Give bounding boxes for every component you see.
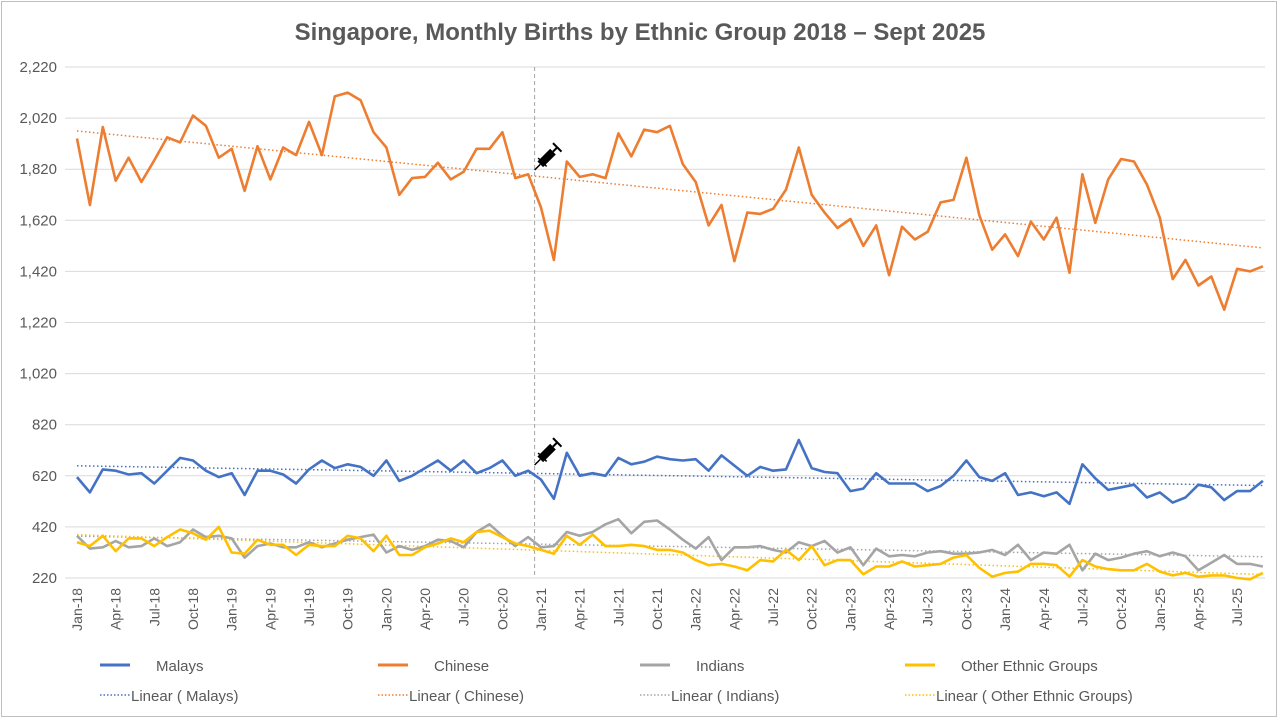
series-lines: [75, 91, 1264, 581]
x-tick-label: Apr-22: [726, 588, 742, 630]
y-tick-label: 1,220: [19, 315, 57, 332]
x-tick-label: Oct-19: [340, 588, 356, 630]
x-tick-label: Jan-18: [69, 588, 85, 631]
legend-label: Other Ethnic Groups: [961, 658, 1098, 675]
y-tick-label: 1,020: [19, 366, 57, 383]
x-tick-label: Jul-19: [301, 588, 317, 626]
x-tick-label: Apr-18: [108, 588, 124, 630]
x-tick-label: Jan-24: [997, 588, 1013, 631]
x-tick-label: Oct-20: [494, 588, 510, 630]
chart-title: Singapore, Monthly Births by Ethnic Grou…: [295, 19, 986, 46]
x-tick-label: Jan-19: [224, 588, 240, 631]
x-tick-label: Jul-20: [456, 588, 472, 626]
vaccine-marker: [534, 67, 563, 578]
x-tick-label: Apr-20: [417, 588, 433, 630]
x-tick-label: Jan-23: [842, 588, 858, 631]
gridlines: [65, 66, 1265, 579]
syringe-icon: [534, 437, 563, 466]
x-tick-label: Jan-20: [378, 588, 394, 631]
x-tick-label: Jul-22: [765, 588, 781, 626]
legend-trend-label: Linear ( Indians): [671, 688, 779, 705]
series-line-malays: [76, 438, 1264, 506]
x-tick-label: Jan-25: [1152, 588, 1168, 631]
x-tick-label: Apr-19: [262, 588, 278, 630]
x-tick-label: Oct-23: [958, 588, 974, 630]
legend-trend-label: Linear ( Other Ethnic Groups): [936, 688, 1133, 705]
x-tick-label: Apr-24: [1036, 588, 1052, 630]
y-tick-label: 2,020: [19, 110, 57, 127]
syringe-icon: [534, 142, 563, 171]
x-tick-label: Jul-18: [146, 588, 162, 626]
x-tick-label: Oct-22: [804, 588, 820, 630]
y-tick-label: 820: [32, 417, 57, 434]
series-line-other-ethnic-groups: [76, 525, 1264, 581]
trendline-indians: [76, 535, 1263, 558]
x-tick-label: Jul-23: [920, 588, 936, 626]
trendline-other-ethnic-groups: [76, 533, 1263, 576]
legend-label: Malays: [156, 658, 204, 675]
y-tick-label: 220: [32, 570, 57, 587]
x-tick-label: Oct-21: [649, 588, 665, 630]
x-tick-label: Oct-24: [1113, 588, 1129, 630]
series-line-chinese: [75, 91, 1264, 312]
legend-trend-label: Linear ( Chinese): [409, 688, 524, 705]
x-tick-label: Apr-23: [881, 588, 897, 630]
legend-trend-label: Linear ( Malays): [131, 688, 239, 705]
x-tick-label: Jan-22: [688, 588, 704, 631]
x-tick-label: Oct-18: [185, 588, 201, 630]
legend-label: Indians: [696, 658, 744, 675]
y-tick-label: 420: [32, 519, 57, 536]
x-tick-label: Apr-25: [1190, 588, 1206, 630]
y-tick-label: 620: [32, 468, 57, 485]
x-tick-label: Apr-21: [572, 588, 588, 630]
x-tick-label: Jul-25: [1229, 588, 1245, 626]
x-tick-label: Jul-24: [1074, 588, 1090, 626]
y-tick-label: 2,220: [19, 59, 57, 76]
legend-label: Chinese: [434, 658, 489, 675]
trendline-chinese: [76, 130, 1263, 249]
trendlines: [76, 130, 1263, 576]
trendline-malays: [76, 465, 1263, 487]
y-tick-label: 1,820: [19, 161, 57, 178]
x-tick-label: Jul-21: [610, 588, 626, 626]
legend: Malays Linear ( Malays) Chinese Linear ( Ch…: [100, 658, 1133, 705]
x-tick-label: Jan-21: [533, 588, 549, 631]
y-axis-labels: 220 420 620 820 1,020 1,220 1,420 1,620 1,820 2,0…: [19, 59, 57, 587]
x-axis-labels: Jan-18 Apr-18 Jul-18 Oct-18 Jan-19 Apr-19 Jul-…: [69, 588, 1245, 631]
y-tick-label: 1,620: [19, 212, 57, 229]
y-tick-label: 1,420: [19, 263, 57, 280]
